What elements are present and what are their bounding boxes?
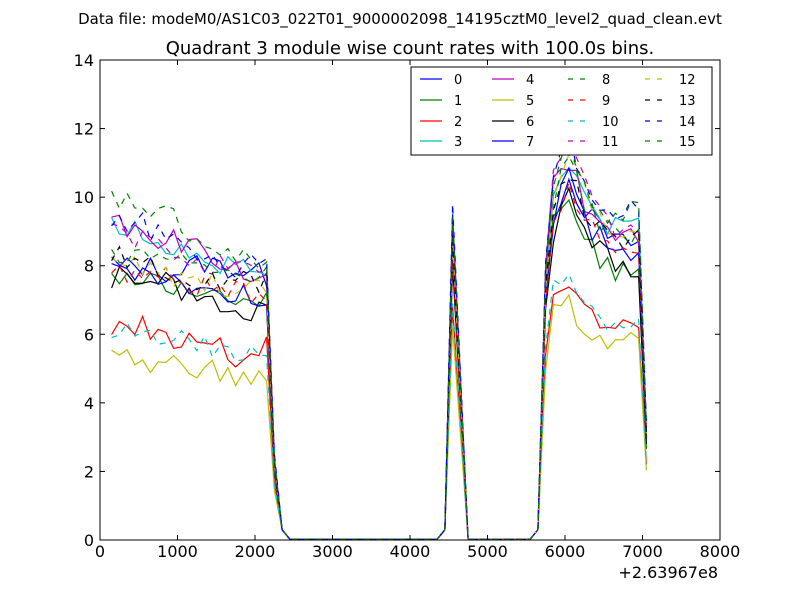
- figure-suptitle: Data file: modeM0/AS1C03_022T01_90000020…: [78, 10, 722, 29]
- tick-layer: 0 1000 2000 3000 4000 5000 6000 7000 80000246810…: [74, 51, 741, 561]
- legend-label-2: 2: [454, 115, 462, 130]
- x-tick-label: 4000: [390, 542, 431, 561]
- y-tick-label: 6: [84, 325, 94, 344]
- chart-title: Quadrant 3 module wise count rates with …: [166, 38, 655, 59]
- legend-label-14: 14: [679, 115, 696, 130]
- legend-label-4: 4: [526, 73, 534, 88]
- series-line-1: [111, 198, 647, 540]
- legend-frame: [410, 66, 713, 156]
- series-line-5: [111, 293, 647, 540]
- legend-label-11: 11: [602, 135, 619, 150]
- y-tick-label: 14: [74, 51, 94, 70]
- x-tick-label: 5000: [467, 542, 508, 561]
- series-line-9: [111, 180, 647, 540]
- legend-label-5: 5: [526, 94, 534, 109]
- series-line-4: [111, 167, 647, 540]
- x-tick-label: 3000: [312, 542, 353, 561]
- x-tick-label: 1000: [157, 542, 198, 561]
- y-tick-label: 12: [74, 120, 94, 139]
- legend-label-7: 7: [526, 135, 534, 150]
- series-line-3: [111, 166, 647, 540]
- y-tick-label: 8: [84, 257, 94, 276]
- legend-label-3: 3: [454, 135, 462, 150]
- series-line-0: [111, 177, 647, 540]
- series-line-11: [111, 136, 647, 540]
- series-line-6: [111, 186, 647, 540]
- series-line-2: [111, 286, 647, 540]
- x-tick-label: 2000: [235, 542, 276, 561]
- y-tick-label: 2: [84, 462, 94, 481]
- legend-label-13: 13: [679, 94, 696, 109]
- y-tick-label: 10: [74, 188, 94, 207]
- x-tick-label: 0: [95, 542, 105, 561]
- legend-label-8: 8: [602, 73, 610, 88]
- x-tick-label: 7000: [622, 542, 663, 561]
- series-line-8: [111, 155, 647, 540]
- x-axis-offset-label: +2.63967e8: [618, 563, 718, 582]
- legend-label-6: 6: [526, 115, 534, 130]
- series-line-7: [111, 166, 647, 540]
- x-tick-label: 6000: [545, 542, 586, 561]
- y-tick-label: 0: [84, 531, 94, 550]
- series-line-12: [111, 152, 647, 540]
- legend-label-0: 0: [454, 73, 462, 88]
- series-line-14: [111, 125, 647, 540]
- x-tick-label: 8000: [700, 542, 741, 561]
- legend-label-12: 12: [679, 73, 696, 88]
- series-line-13: [111, 179, 647, 540]
- legend-label-1: 1: [454, 94, 462, 109]
- series-line-15: [111, 135, 647, 540]
- series-line-10: [111, 272, 647, 540]
- legend-label-15: 15: [679, 135, 696, 150]
- legend-label-9: 9: [602, 94, 610, 109]
- series-layer: [111, 125, 647, 540]
- legend-label-10: 10: [602, 115, 619, 130]
- y-tick-label: 4: [84, 394, 94, 413]
